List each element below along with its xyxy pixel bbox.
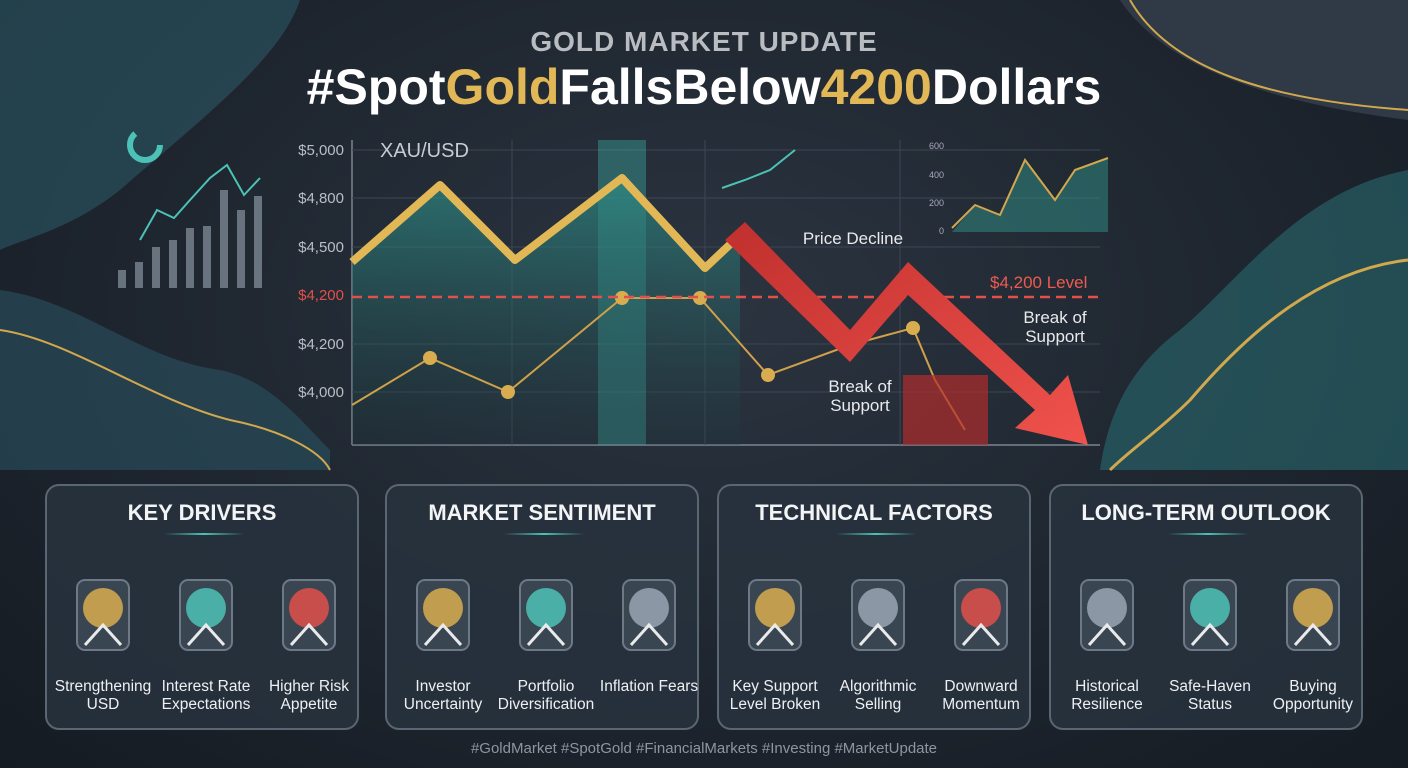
item-label: Inflation Fears bbox=[599, 678, 699, 695]
axis-label: $4,000 bbox=[298, 384, 344, 401]
card-title: TECHNICAL FACTORS bbox=[755, 500, 993, 525]
item-label: Safe-Haven Status bbox=[1169, 678, 1251, 713]
icon bbox=[519, 579, 573, 651]
icon bbox=[416, 579, 470, 651]
mini-axis-label: 400 bbox=[928, 170, 944, 180]
icon bbox=[1080, 579, 1134, 651]
level-label: $4,200 Level bbox=[990, 273, 1088, 292]
icon bbox=[954, 579, 1008, 651]
annotation: Price Decline bbox=[802, 229, 904, 248]
axis-label: $4,800 bbox=[298, 190, 344, 207]
icon bbox=[851, 579, 905, 651]
divider bbox=[164, 533, 244, 535]
chart-label: XAU/USD bbox=[380, 140, 469, 162]
axis-label: $4,200 bbox=[298, 336, 344, 353]
card: KEY DRIVERS Strengthening USD Interest Rat… bbox=[45, 484, 359, 730]
title-part: FallsBelow bbox=[559, 59, 821, 115]
item-label: Higher Risk Appetite bbox=[268, 678, 350, 713]
mini-axis-label: 0 bbox=[938, 226, 944, 236]
mini-axis-label: 600 bbox=[928, 141, 944, 151]
hashtags: #GoldMarket #SpotGold #FinancialMarkets … bbox=[470, 740, 938, 757]
title-part: 4200 bbox=[820, 59, 932, 115]
axis-label: $4,500 bbox=[298, 239, 344, 256]
title-part: #Spot bbox=[306, 59, 446, 115]
item-label: Investor Uncertainty bbox=[403, 678, 483, 713]
icon bbox=[748, 579, 802, 651]
card-title: MARKET SENTIMENT bbox=[428, 500, 656, 525]
annotation: Break of Support bbox=[1023, 308, 1087, 346]
item-label: Historical Resilience bbox=[1071, 678, 1143, 713]
item-label: Downward Momentum bbox=[942, 678, 1020, 713]
title-part: Dollars bbox=[931, 59, 1102, 115]
title: #SpotGoldFallsBelow4200Dollars bbox=[0, 58, 1408, 116]
icon bbox=[622, 579, 676, 651]
icon bbox=[1286, 579, 1340, 651]
icon bbox=[282, 579, 336, 651]
annotation: Break of Support bbox=[828, 377, 892, 415]
item-label: Interest Rate Expectations bbox=[161, 678, 251, 713]
item-label: Key Support Level Broken bbox=[729, 678, 821, 713]
card: TECHNICAL FACTORS Key Support Level Broke… bbox=[717, 484, 1031, 730]
card-title: LONG-TERM OUTLOOK bbox=[1081, 500, 1331, 525]
axis-label: $5,000 bbox=[298, 142, 344, 159]
card: MARKET SENTIMENT Investor Uncertainty Port… bbox=[385, 484, 699, 730]
title-part: Gold bbox=[445, 59, 560, 115]
item-label: Strengthening USD bbox=[54, 678, 152, 713]
divider bbox=[504, 533, 584, 535]
card: LONG-TERM OUTLOOK Historical Resilience Sa… bbox=[1049, 484, 1363, 730]
icon bbox=[179, 579, 233, 651]
item-label: Buying Opportunity bbox=[1272, 678, 1354, 713]
subtitle: GOLD MARKET UPDATE bbox=[530, 26, 878, 57]
divider bbox=[1168, 533, 1248, 535]
icon bbox=[76, 579, 130, 651]
divider bbox=[836, 533, 916, 535]
item-label: Portfolio Diversification bbox=[497, 678, 595, 713]
icon bbox=[1183, 579, 1237, 651]
item-label: Algorithmic Selling bbox=[839, 678, 917, 713]
axis-label: $4,200 bbox=[298, 287, 344, 304]
card-title: KEY DRIVERS bbox=[127, 500, 277, 525]
mini-axis-label: 200 bbox=[928, 198, 944, 208]
